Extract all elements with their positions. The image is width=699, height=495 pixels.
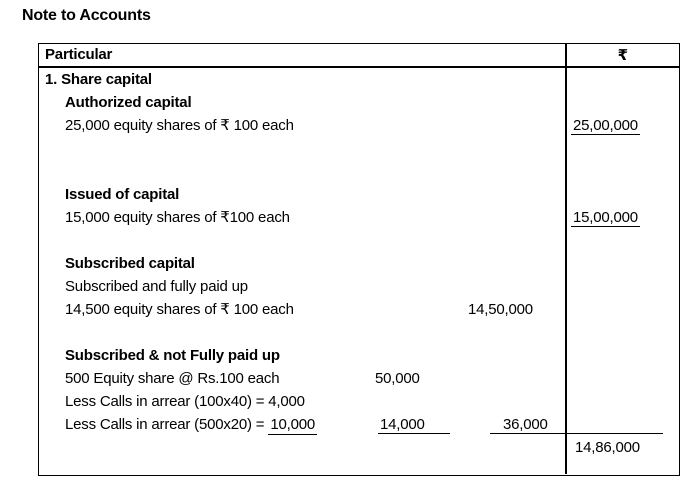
line-text: Subscribed and fully paid up: [65, 278, 248, 295]
table-line: 14,500 equity shares of ₹ 100 each 14,50,…: [39, 299, 679, 322]
table-line: Less Calls in arrear (500x20) = 10,000 14,…: [39, 414, 679, 437]
column-divider: [565, 68, 567, 474]
table-line: 15,000 equity shares of ₹100 each 15,00,0…: [39, 207, 679, 230]
line-text: Subscribed & not Fully paid up: [65, 347, 280, 364]
column-header-amount: ₹: [617, 47, 628, 64]
table-line: 500 Equity share @ Rs.100 each 50,000: [39, 368, 679, 391]
line-text: 15,000 equity shares of ₹100 each: [65, 209, 290, 226]
table-line: Issued of capital: [39, 184, 679, 207]
amount-value: 25,00,000: [571, 117, 640, 135]
amount-value: 36,000: [490, 414, 663, 434]
line-text: Issued of capital: [65, 186, 180, 203]
amount-value: 14,50,000: [468, 301, 533, 318]
line-text: 500 Equity share @ Rs.100 each: [65, 370, 280, 387]
amount-value: 50,000: [375, 370, 420, 387]
table-line: 14,86,000: [39, 437, 679, 460]
page-title: Note to Accounts: [22, 7, 151, 24]
amount-value: 14,000: [378, 414, 450, 434]
table-line: Subscribed and fully paid up: [39, 276, 679, 299]
line-text: Less Calls in arrear (100x40) = 4,000: [65, 393, 305, 410]
amount-value: 10,000: [268, 416, 317, 435]
table-line: Subscribed capital: [39, 253, 679, 276]
column-header-particular: Particular: [45, 46, 113, 63]
line-text: Less Calls in arrear (500x20) =: [65, 416, 265, 433]
table-line: 25,000 equity shares of ₹ 100 each 25,00,…: [39, 115, 679, 138]
line-text: 25,000 equity shares of ₹ 100 each: [65, 117, 294, 134]
table-header-row: Particular ₹: [39, 44, 679, 68]
table-line: Subscribed & not Fully paid up: [39, 345, 679, 368]
amount-value: 15,00,000: [571, 209, 640, 227]
amount-value: 14,86,000: [575, 439, 640, 456]
line-text: 14,500 equity shares of ₹ 100 each: [65, 301, 294, 318]
notes-table: Particular ₹ 1. Share capital Authorized …: [38, 43, 680, 476]
line-text: 1. Share capital: [45, 71, 152, 88]
table-body: 1. Share capital Authorized capital 25,000…: [39, 68, 679, 474]
line-text: Subscribed capital: [65, 255, 195, 272]
table-line: 1. Share capital: [39, 69, 679, 92]
line-text: Authorized capital: [65, 94, 192, 111]
table-line: Authorized capital: [39, 92, 679, 115]
column-divider: [565, 44, 567, 66]
table-line: Less Calls in arrear (100x40) = 4,000: [39, 391, 679, 414]
